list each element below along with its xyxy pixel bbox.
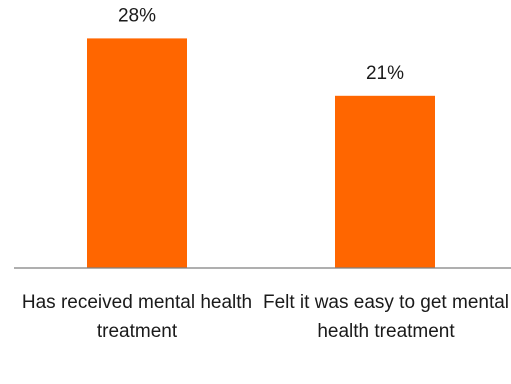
- bar-0: [87, 38, 187, 269]
- bars-group: [87, 38, 435, 269]
- data-label-0: 28%: [118, 5, 156, 26]
- data-labels-group: 28% 21%: [118, 5, 404, 83]
- data-label-1: 21%: [366, 63, 404, 84]
- category-label-0: Has received mental health treatment: [21, 292, 253, 342]
- category-label-1: Felt it was easy to get mental health tr…: [262, 292, 510, 342]
- bar-1: [335, 95, 435, 268]
